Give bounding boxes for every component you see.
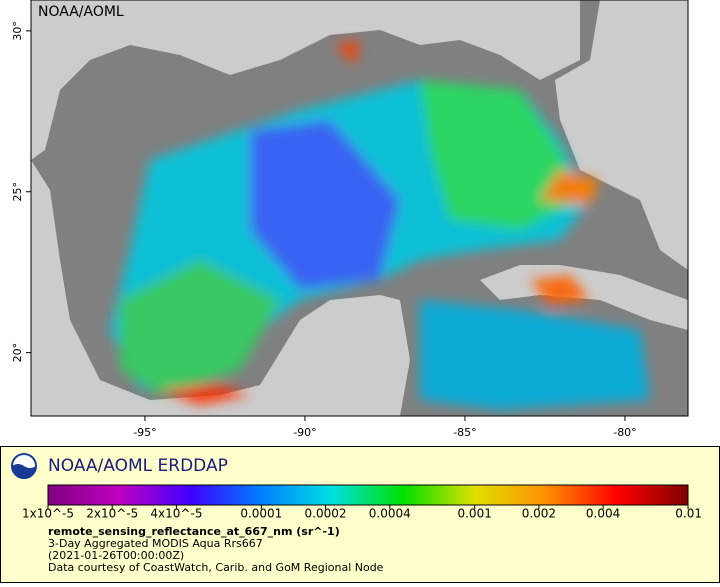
variable-name: remote_sensing_reflectance_at_667_nm (sr… [48, 525, 340, 538]
lat-tick-label: 30° [11, 21, 24, 41]
legend-line: (2021-01-26T00:00:00Z) [48, 549, 184, 562]
legend-line: Data courtesy of CoastWatch, Carib. and … [48, 561, 384, 574]
colorbar-tick-label: 0.002 [522, 507, 556, 521]
colorbar-tick-label: 0.0001 [240, 507, 282, 521]
land-north [31, 0, 580, 160]
colorbar-tick-label: 0.001 [457, 507, 491, 521]
lon-tick-label: -95° [133, 426, 156, 439]
legend-line: 3-Day Aggregated MODIS Aqua Rrs667 [48, 537, 263, 550]
noaa-logo [11, 453, 37, 479]
lon-tick-label: -90° [293, 426, 316, 439]
colorbar-tick-label: 0.0002 [305, 507, 347, 521]
legend-title: NOAA/AOML ERDDAP [48, 456, 228, 476]
colorbar-tick-label: 2x10^-5 [86, 507, 138, 521]
colorbar-tick-label: 0.0004 [369, 507, 411, 521]
colorbar-tick-label: 4x10^-5 [150, 507, 202, 521]
colorbar-tick-label: 1x10^-5 [22, 507, 74, 521]
colorbar [47, 484, 689, 506]
lon-tick-label: -85° [453, 426, 476, 439]
map-frame [30, 0, 689, 417]
colorbar-tick-label: 0.004 [586, 507, 620, 521]
map-area [31, 0, 688, 416]
lat-tick-label: 25° [11, 182, 24, 202]
colorbar-tick-label: 0.01 [675, 507, 702, 521]
land-mexico [31, 160, 410, 416]
ocean-data [110, 40, 650, 410]
lon-tick-label: -80° [613, 426, 636, 439]
lat-tick-label: 20° [11, 343, 24, 363]
watermark: NOAA/AOML [38, 4, 124, 20]
land-florida [555, 0, 688, 270]
